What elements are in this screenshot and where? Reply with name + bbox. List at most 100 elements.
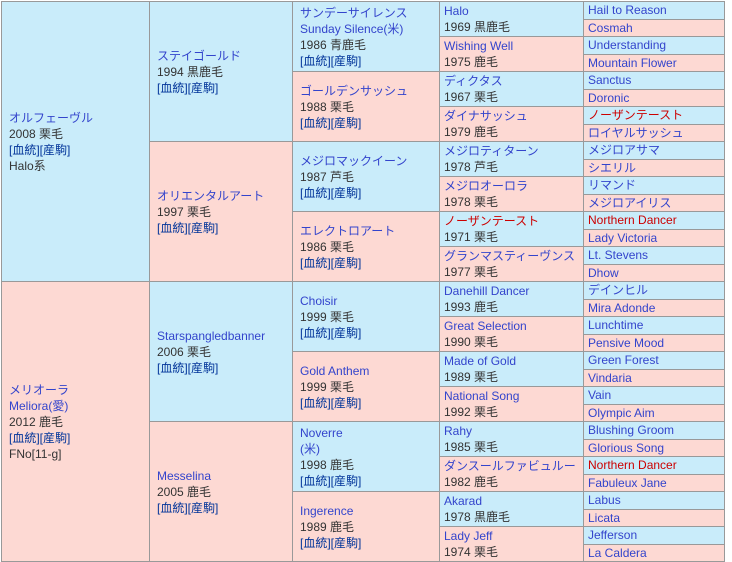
horse-link[interactable]: Vain	[588, 388, 612, 403]
horse-link[interactable]: Halo	[444, 4, 469, 18]
cell-gen4-1: Wishing Well 1975 鹿毛	[439, 36, 584, 72]
horse-link[interactable]: Olympic Aim	[588, 405, 655, 420]
horse-link[interactable]: ダンスールファビュルー	[444, 459, 576, 473]
horse-link[interactable]: Dhow	[588, 265, 619, 280]
horse-link[interactable]: ゴールデンサッシュ	[300, 83, 409, 98]
horse-link[interactable]: メジロアイリス	[588, 195, 672, 210]
horse-extra: Halo系	[9, 158, 46, 173]
blood-offspring-links[interactable]: [血統][産駒]	[157, 360, 219, 375]
horse-link[interactable]: Wishing Well	[444, 39, 514, 53]
cell-gen5-27: Fabuleux Jane	[583, 473, 725, 492]
horse-link[interactable]: Sanctus	[588, 73, 632, 88]
cell-gen1-subject-dam: メリオーラ Meliora(愛) 2012 鹿毛 [血統][産駒] FNo[11…	[1, 281, 150, 562]
horse-link[interactable]: ステイゴールド	[157, 48, 242, 63]
horse-year-coat: 1993 鹿毛	[444, 300, 499, 314]
horse-subname: Sunday Silence(米)	[300, 21, 404, 36]
cell-gen2-3: Messelina 2005 鹿毛 [血統][産駒]	[149, 421, 293, 562]
horse-link[interactable]: Lady Victoria	[588, 230, 658, 245]
horse-link[interactable]: Green Forest	[588, 353, 659, 368]
blood-offspring-links[interactable]: [血統][産駒]	[300, 395, 362, 410]
horse-link[interactable]: メジロアサマ	[588, 143, 661, 158]
horse-link[interactable]: Licata	[588, 510, 621, 525]
horse-link[interactable]: Messelina	[157, 468, 212, 483]
horse-link[interactable]: Great Selection	[444, 319, 527, 333]
blood-offspring-links[interactable]: [血統][産駒]	[9, 142, 71, 157]
horse-link[interactable]: メジロマックイーン	[300, 153, 408, 168]
cell-gen4-13: ダンスールファビュルー 1982 鹿毛	[439, 456, 584, 492]
blood-offspring-links[interactable]: [血統][産駒]	[300, 473, 362, 488]
horse-link[interactable]: Fabuleux Jane	[588, 475, 667, 490]
horse-link[interactable]: Blushing Groom	[588, 423, 675, 438]
blood-offspring-links[interactable]: [血統][産駒]	[9, 430, 71, 445]
blood-offspring-links[interactable]: [血統][産駒]	[300, 255, 362, 270]
horse-link[interactable]: グランマスティーヴンス	[444, 249, 576, 263]
horse-link[interactable]: Lt. Stevens	[588, 248, 649, 263]
horse-link[interactable]: ロイヤルサッシュ	[588, 125, 684, 140]
horse-link[interactable]: La Caldera	[588, 545, 647, 560]
cell-gen5-8: メジロアサマ	[583, 141, 725, 160]
horse-link[interactable]: Lady Jeff	[444, 529, 493, 543]
horse-link[interactable]: オリエンタルアート	[157, 188, 265, 203]
horse-link[interactable]: Glorious Song	[588, 440, 665, 455]
cell-gen5-12: Northern Dancer	[583, 211, 725, 230]
cell-gen3-1: ゴールデンサッシュ 1988 栗毛 [血統][産駒]	[292, 71, 440, 142]
cell-gen3-4: Choisir 1999 栗毛 [血統][産駒]	[292, 281, 440, 352]
horse-link[interactable]: Mira Adonde	[588, 300, 656, 315]
horse-link[interactable]: Northern Dancer	[588, 458, 677, 473]
horse-link[interactable]: Cosmah	[588, 20, 633, 35]
cell-gen1-subject-sire: オルフェーヴル 2008 栗毛 [血統][産駒] Halo系	[1, 1, 150, 282]
cell-gen3-7: Ingerence 1989 鹿毛 [血統][産駒]	[292, 491, 440, 562]
horse-year-coat: 1989 栗毛	[444, 370, 499, 384]
horse-link[interactable]: メジロティターン	[444, 144, 539, 158]
horse-link[interactable]: Made of Gold	[444, 354, 517, 368]
horse-link[interactable]: Ingerence	[300, 503, 354, 518]
cell-gen5-11: メジロアイリス	[583, 193, 725, 212]
horse-link[interactable]: ダイナサッシュ	[444, 109, 528, 123]
horse-link[interactable]: シエリル	[588, 160, 637, 175]
horse-link[interactable]: サンデーサイレンス	[300, 5, 408, 20]
horse-link[interactable]: Gold Anthem	[300, 363, 370, 378]
horse-link[interactable]: Vindaria	[588, 370, 632, 385]
horse-link[interactable]: オルフェーヴル	[9, 110, 94, 125]
cell-gen5-20: Green Forest	[583, 351, 725, 370]
cell-gen5-4: Sanctus	[583, 71, 725, 90]
horse-link[interactable]: ノーザンテースト	[588, 108, 684, 123]
horse-link[interactable]: Jefferson	[588, 528, 638, 543]
horse-link[interactable]: Starspangledbanner	[157, 328, 266, 343]
horse-link[interactable]: Hail to Reason	[588, 3, 667, 18]
horse-link[interactable]: Pensive Mood	[588, 335, 665, 350]
horse-link[interactable]: エレクトロアート	[300, 223, 396, 238]
blood-offspring-links[interactable]: [血統][産駒]	[157, 80, 219, 95]
horse-link[interactable]: Northern Dancer	[588, 213, 677, 228]
horse-link[interactable]: National Song	[444, 389, 520, 403]
horse-link[interactable]: Akarad	[444, 494, 483, 508]
horse-link[interactable]: Rahy	[444, 424, 473, 438]
horse-link[interactable]: ノーザンテースト	[444, 214, 540, 228]
horse-link[interactable]: デインヒル	[588, 283, 649, 298]
horse-link[interactable]: リマンド	[588, 178, 637, 193]
horse-link[interactable]: Mountain Flower	[588, 55, 677, 70]
horse-link[interactable]: メリオーラ	[9, 382, 70, 397]
blood-offspring-links[interactable]: [血統][産駒]	[300, 53, 362, 68]
blood-offspring-links[interactable]: [血統][産駒]	[300, 325, 362, 340]
cell-gen5-5: Doronic	[583, 88, 725, 107]
horse-link[interactable]: Labus	[588, 493, 621, 508]
horse-link[interactable]: Doronic	[588, 90, 630, 105]
horse-year-coat: 2008 栗毛	[9, 126, 64, 141]
blood-offspring-links[interactable]: [血統][産駒]	[300, 115, 362, 130]
cell-gen5-7: ロイヤルサッシュ	[583, 123, 725, 142]
horse-year-coat: 1971 栗毛	[444, 230, 499, 244]
horse-link[interactable]: Danehill Dancer	[444, 284, 530, 298]
blood-offspring-links[interactable]: [血統][産駒]	[157, 500, 219, 515]
cell-gen2-0: ステイゴールド 1994 黒鹿毛 [血統][産駒]	[149, 1, 293, 142]
horse-link[interactable]: メジロオーロラ	[444, 179, 529, 193]
horse-link[interactable]: Lunchtime	[588, 318, 644, 333]
blood-offspring-links[interactable]: [血統][産駒]	[300, 535, 362, 550]
blood-offspring-links[interactable]: [血統][産駒]	[300, 185, 362, 200]
horse-link[interactable]: ディクタス	[444, 74, 503, 88]
horse-year-coat: 1978 芦毛	[444, 160, 499, 174]
horse-link[interactable]: Choisir	[300, 293, 338, 308]
horse-link[interactable]: Understanding	[588, 38, 667, 53]
horse-link[interactable]: Noverre	[300, 425, 343, 440]
blood-offspring-links[interactable]: [血統][産駒]	[157, 220, 219, 235]
